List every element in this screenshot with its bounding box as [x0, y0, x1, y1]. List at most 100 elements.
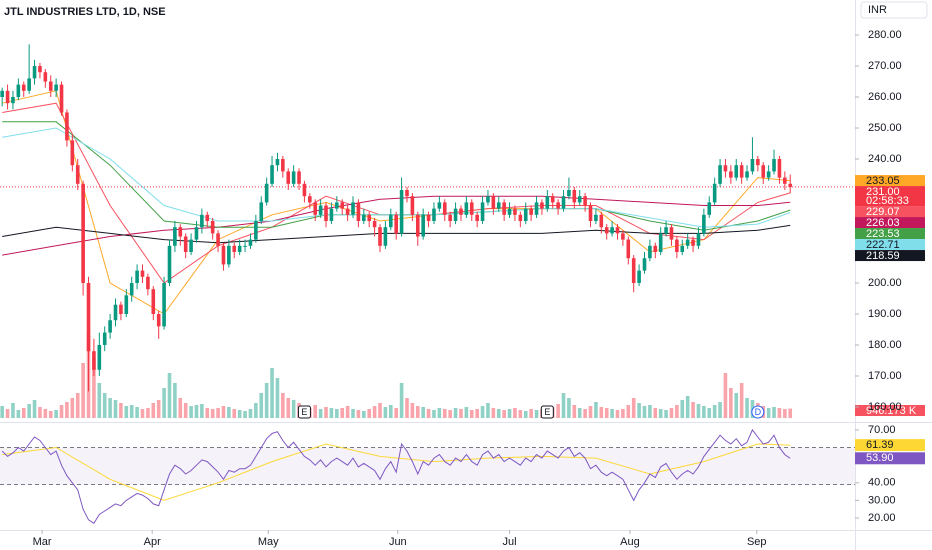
volume-bar [783, 409, 787, 418]
currency-box[interactable] [860, 1, 928, 19]
volume-bar [718, 402, 722, 418]
candle-body [680, 245, 685, 252]
event-icon [540, 405, 554, 419]
volume-bar [788, 408, 793, 418]
volume-bar [81, 363, 85, 418]
candle-body [367, 214, 372, 222]
candle-body [32, 66, 37, 79]
volume-bar [227, 407, 231, 418]
volume-bar [583, 409, 587, 418]
candle-body [124, 295, 129, 314]
candle-body [183, 236, 188, 252]
candle-body [642, 258, 647, 271]
candle-body [577, 196, 582, 203]
volume-bar [405, 398, 409, 418]
candle-body [102, 332, 107, 345]
candle-body [707, 202, 712, 215]
candle-body [432, 208, 436, 222]
candle-body [308, 196, 312, 203]
candle-body [604, 227, 609, 234]
candle-body [372, 221, 377, 228]
y-tick-label: 180.00 [868, 339, 902, 351]
candle-body [86, 282, 91, 352]
volume-bar [626, 405, 631, 418]
currency[interactable]: INR [868, 4, 887, 16]
candle-body [394, 214, 398, 234]
y-tick-label: 280.00 [868, 29, 902, 41]
y-tick-label: 250.00 [868, 122, 902, 134]
candle-body [734, 165, 739, 178]
y-tick-label: 30.00 [868, 494, 896, 506]
price-label-box [855, 206, 925, 218]
candle-body [664, 227, 668, 234]
candle-body [491, 196, 496, 209]
volume-bar [453, 408, 458, 418]
candle-body [162, 282, 166, 327]
candle-body [550, 196, 555, 203]
candle-body [631, 258, 636, 283]
candle-body [405, 190, 409, 197]
volume-bar [610, 409, 614, 418]
candle-body [345, 208, 350, 215]
volume-bar [173, 383, 177, 418]
candle-body [437, 202, 442, 209]
candle-body [200, 214, 204, 228]
volume-bar [162, 388, 166, 418]
x-tick-label: Apr [144, 536, 161, 548]
volume-bar [65, 402, 69, 418]
candle-body [210, 221, 215, 234]
candle-body [523, 208, 528, 222]
price-label-box [855, 175, 925, 187]
candle-body [610, 227, 614, 234]
candle-body [669, 227, 674, 240]
volume-bar [5, 409, 10, 418]
volume-bar [675, 405, 679, 418]
candle-body [173, 227, 177, 246]
y-tick-label: 190.00 [868, 308, 902, 320]
volume-bar [378, 403, 382, 418]
candle-body [410, 196, 415, 215]
candle-body [615, 227, 620, 234]
rsi-ma-label: 61.39 [866, 439, 894, 451]
volume-bar [426, 409, 431, 418]
x-tick-label: Sep [747, 536, 767, 548]
candle-body [561, 196, 566, 209]
volume-bar [621, 409, 625, 418]
candle-body [0, 90, 4, 98]
candle-body [658, 233, 663, 252]
volume-bar [523, 411, 528, 418]
volume-bar [156, 400, 161, 418]
candle-body [335, 202, 339, 209]
candle-body [27, 78, 31, 91]
volume-bar [502, 410, 506, 418]
candle-body [237, 245, 242, 252]
candle-body [119, 304, 123, 314]
volume-bar [475, 409, 479, 418]
volume-bar [313, 405, 318, 418]
candle-body [362, 214, 366, 222]
volume-bar [205, 408, 210, 418]
volume-bar [669, 408, 674, 418]
volume-bar [259, 393, 264, 418]
volume-bar [335, 409, 339, 418]
candle-body [16, 84, 21, 98]
candle-body [761, 165, 766, 178]
candle-body [675, 239, 679, 252]
volume-bar [604, 408, 609, 418]
volume-bar [437, 408, 442, 418]
event-label: E [544, 407, 550, 417]
candle-body [469, 202, 474, 215]
volume-bar [745, 398, 749, 418]
price-label: 223.53 [866, 228, 900, 240]
volume-bar [97, 383, 102, 418]
volume-bar [372, 406, 377, 418]
y-tick-label: 20.00 [868, 512, 896, 524]
candle-body [723, 165, 728, 172]
candle-body [475, 214, 479, 222]
candle-body [750, 159, 755, 172]
volume-bar [351, 409, 355, 418]
candle-body [653, 245, 658, 252]
candle-body [518, 214, 523, 222]
x-tick-label: May [258, 536, 279, 548]
volume-bar [254, 403, 258, 418]
